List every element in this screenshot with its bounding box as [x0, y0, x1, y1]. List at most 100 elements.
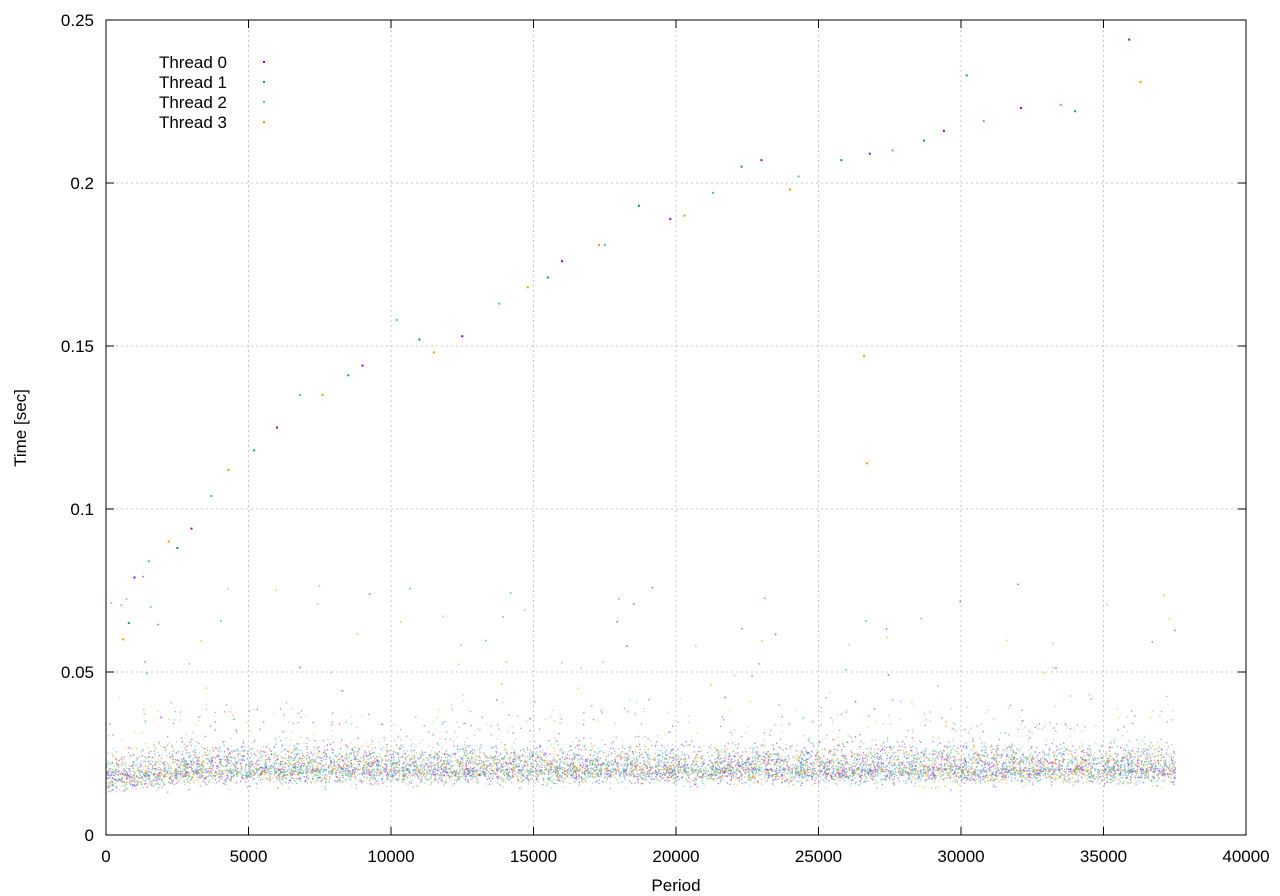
band-point [256, 759, 258, 761]
band-point [395, 778, 397, 781]
band-point [377, 760, 379, 762]
band-point [1040, 768, 1043, 770]
band-point [277, 787, 279, 789]
band-point [470, 750, 473, 753]
series-2-points [106, 103, 1176, 793]
band-point [623, 768, 625, 770]
band-point [1048, 747, 1050, 749]
band-point [1076, 763, 1078, 765]
band-point [455, 781, 458, 783]
band-point [1088, 753, 1090, 755]
band-point [894, 773, 896, 775]
band-point [419, 757, 422, 759]
band-point [799, 764, 801, 766]
band-point [407, 768, 409, 770]
band-point [550, 769, 552, 771]
band-point [870, 768, 872, 770]
band-point [1135, 771, 1137, 773]
band-point [211, 767, 213, 770]
band-point [253, 774, 255, 776]
band-point [326, 744, 328, 746]
band-point [255, 763, 257, 765]
band-point [154, 753, 156, 755]
band-point [474, 776, 476, 778]
band-point [1107, 759, 1109, 762]
band-point [1087, 748, 1089, 750]
band-point [339, 766, 341, 768]
band-point [366, 763, 369, 765]
band-point [665, 773, 667, 775]
band-point [164, 764, 166, 766]
band-point [787, 755, 790, 757]
band-point [881, 748, 883, 751]
outlier-point [758, 663, 760, 665]
band-point [389, 753, 391, 756]
band-point [719, 772, 721, 774]
band-point [678, 763, 680, 766]
band-point [876, 770, 879, 773]
band-point [225, 765, 228, 767]
band-point [823, 755, 825, 757]
band-point [897, 777, 899, 779]
band-point [275, 743, 277, 745]
band-point [667, 776, 669, 779]
band-point [558, 769, 560, 772]
band-point [152, 785, 154, 787]
band-point [1020, 769, 1022, 772]
band-point [348, 770, 350, 772]
band-point [452, 765, 454, 767]
band-point [141, 784, 143, 786]
band-point [485, 768, 487, 770]
band-point [223, 779, 226, 781]
band-point [904, 764, 906, 767]
band-point [853, 753, 855, 755]
band-point [728, 758, 730, 760]
band-point [800, 784, 802, 787]
band-point [874, 776, 876, 778]
band-point [662, 777, 664, 780]
band-point [684, 771, 686, 773]
band-point [650, 768, 652, 771]
band-point [966, 778, 968, 780]
band-point [175, 776, 177, 778]
band-point [813, 773, 815, 775]
band-point [451, 760, 453, 763]
band-point [904, 767, 906, 769]
band-point [600, 750, 603, 752]
band-point [623, 776, 626, 778]
band-point [1006, 747, 1008, 749]
band-point [640, 772, 642, 775]
data-point [546, 276, 549, 279]
band-point [107, 785, 109, 787]
band-point [358, 773, 361, 775]
band-point [971, 778, 973, 781]
band-point [988, 761, 990, 763]
band-point [685, 766, 687, 768]
band-point [984, 766, 986, 768]
band-point [624, 753, 626, 755]
band-point [960, 775, 963, 777]
band-point [475, 769, 477, 771]
band-point [667, 780, 670, 782]
band-point [855, 781, 857, 783]
band-point [521, 755, 524, 757]
band-point [369, 779, 371, 781]
band-point [832, 772, 834, 774]
band-point [879, 767, 881, 769]
band-point [1085, 760, 1087, 762]
band-point [575, 776, 578, 778]
band-point [1011, 779, 1013, 782]
band-point [223, 740, 225, 743]
band-point [694, 769, 696, 771]
band-point [749, 778, 751, 780]
band-point [993, 759, 995, 761]
band-point [285, 777, 288, 780]
band-point [709, 746, 711, 748]
band-point [774, 773, 776, 776]
band-point [852, 769, 855, 772]
band-point [111, 780, 113, 783]
band-point [462, 761, 464, 763]
band-point [535, 775, 537, 777]
band-point [312, 721, 314, 724]
band-point [264, 763, 266, 765]
